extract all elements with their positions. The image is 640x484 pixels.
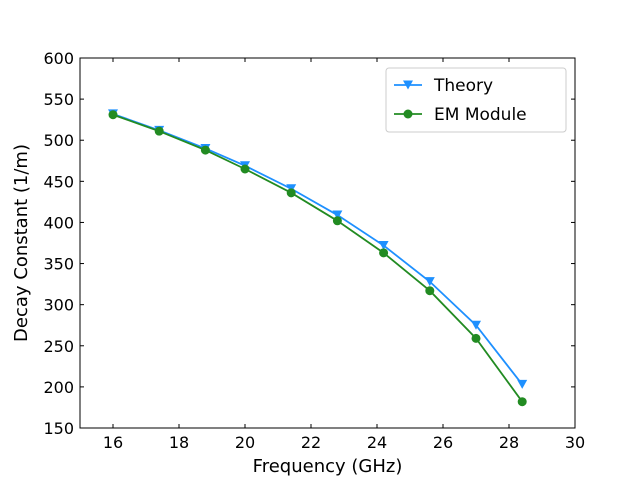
y-tick-label: 200 xyxy=(43,378,74,397)
x-tick-label: 30 xyxy=(565,433,585,452)
data-point-theory xyxy=(378,240,389,250)
y-axis-label: Decay Constant (1/m) xyxy=(11,144,32,342)
x-tick-label: 28 xyxy=(499,433,519,452)
series-line-theory xyxy=(112,113,523,385)
x-tick-label: 18 xyxy=(169,433,189,452)
plot-frame xyxy=(79,57,576,429)
y-tick-label: 500 xyxy=(43,131,74,150)
y-tick-label: 400 xyxy=(43,213,74,232)
x-tick-label: 24 xyxy=(367,433,387,452)
x-tick-label: 16 xyxy=(103,433,123,452)
x-axis-label: Frequency (GHz) xyxy=(253,456,403,477)
legend-label-theory: Theory xyxy=(433,76,493,96)
y-tick-label: 550 xyxy=(43,90,74,109)
data-point-em-module xyxy=(240,164,250,174)
y-tick-label: 350 xyxy=(43,255,74,274)
y-tick-label: 600 xyxy=(43,49,74,68)
y-tick-label: 150 xyxy=(43,419,74,438)
x-tick-label: 20 xyxy=(235,433,255,452)
legend-box xyxy=(385,67,567,133)
y-tick-label: 250 xyxy=(43,337,74,356)
x-tick-label: 26 xyxy=(433,433,453,452)
y-tick-label: 300 xyxy=(43,296,74,315)
legend-label-em-module: EM Module xyxy=(434,105,527,125)
data-point-em-module xyxy=(108,110,118,120)
data-point-em-module xyxy=(332,216,342,226)
data-point-em-module xyxy=(425,286,435,296)
data-point-em-module xyxy=(379,248,389,258)
data-point-em-module xyxy=(200,145,210,155)
data-point-theory xyxy=(424,277,435,287)
data-point-theory xyxy=(332,210,343,220)
legend-marker-theory xyxy=(403,80,413,90)
data-point-em-module xyxy=(471,333,481,343)
data-point-em-module xyxy=(154,126,164,136)
data-point-em-module xyxy=(517,397,527,407)
data-point-theory xyxy=(471,320,481,330)
legend: Theory EM Module xyxy=(385,67,567,133)
y-tick-label: 450 xyxy=(43,172,74,191)
x-tick-label: 22 xyxy=(301,433,321,452)
series-line-em-module xyxy=(112,113,523,403)
data-point-theory xyxy=(517,379,528,389)
legend-marker-em-module xyxy=(403,109,413,119)
data-point-em-module xyxy=(286,188,296,198)
